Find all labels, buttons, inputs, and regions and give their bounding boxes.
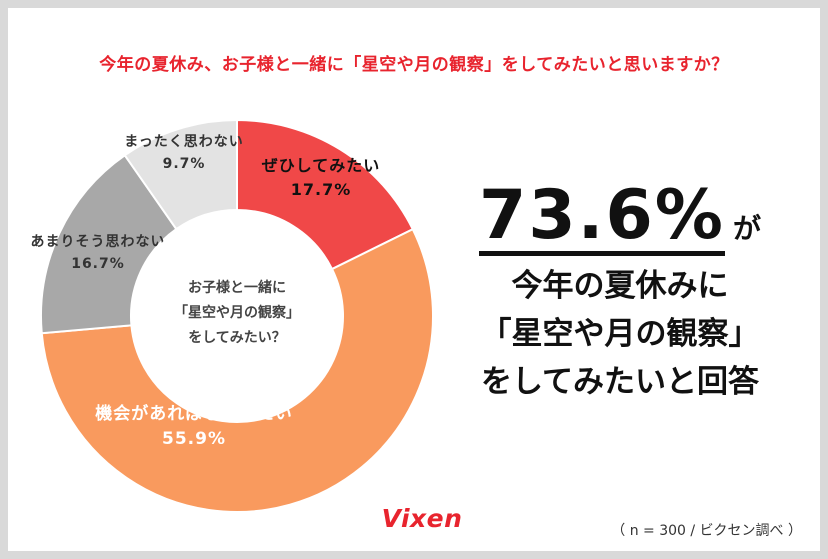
slice-value-label: 17.7%	[291, 180, 352, 199]
slice-value-label: 9.7%	[163, 156, 206, 172]
center-label-line: お子様と一緒に	[188, 279, 286, 296]
source-note: （ n = 300 / ビクセン調べ ）	[611, 523, 802, 539]
headline-percent: 73.6%	[479, 176, 725, 257]
slice-value-label: 55.9%	[162, 429, 226, 449]
donut-chart: ぜひしてみたい17.7%機会があればしてみたい55.9%あまりそう思わない16.…	[31, 118, 434, 513]
vixen-logo: Vixen	[381, 504, 463, 533]
slice-label: まったく思わない	[124, 134, 243, 150]
donut-slice	[123, 118, 238, 231]
headline-line-2: 「星空や月の観察」	[480, 316, 760, 353]
donut-hole	[132, 211, 342, 421]
headline-block: 73.6% が 今年の夏休みに 「星空や月の観察」 をしてみたいと回答	[450, 180, 790, 407]
donut-slice	[236, 118, 415, 271]
donut-slice	[40, 153, 178, 335]
center-label-line: をしてみたい？	[188, 330, 286, 346]
slice-value-label: 16.7%	[71, 256, 125, 272]
infographic-card: 今年の夏休み、お子様と一緒に「星空や月の観察」をしてみたいと思いますか？ ぜひし…	[8, 8, 820, 551]
slice-label: あまりそう思わない	[31, 234, 166, 250]
chart-title: 今年の夏休み、お子様と一緒に「星空や月の観察」をしてみたいと思いますか？	[99, 55, 729, 75]
center-label-line: 「星空や月の観察」	[174, 304, 300, 321]
headline-line-1: 今年の夏休みに	[511, 268, 729, 305]
slice-label: ぜひしてみたい	[262, 156, 381, 175]
headline-line-3: をしてみたいと回答	[480, 364, 760, 401]
headline-particle: が	[732, 212, 761, 245]
donut-slice	[40, 227, 434, 513]
